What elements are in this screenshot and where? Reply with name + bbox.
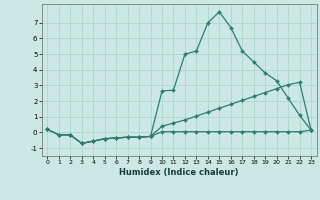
X-axis label: Humidex (Indice chaleur): Humidex (Indice chaleur) bbox=[119, 168, 239, 177]
